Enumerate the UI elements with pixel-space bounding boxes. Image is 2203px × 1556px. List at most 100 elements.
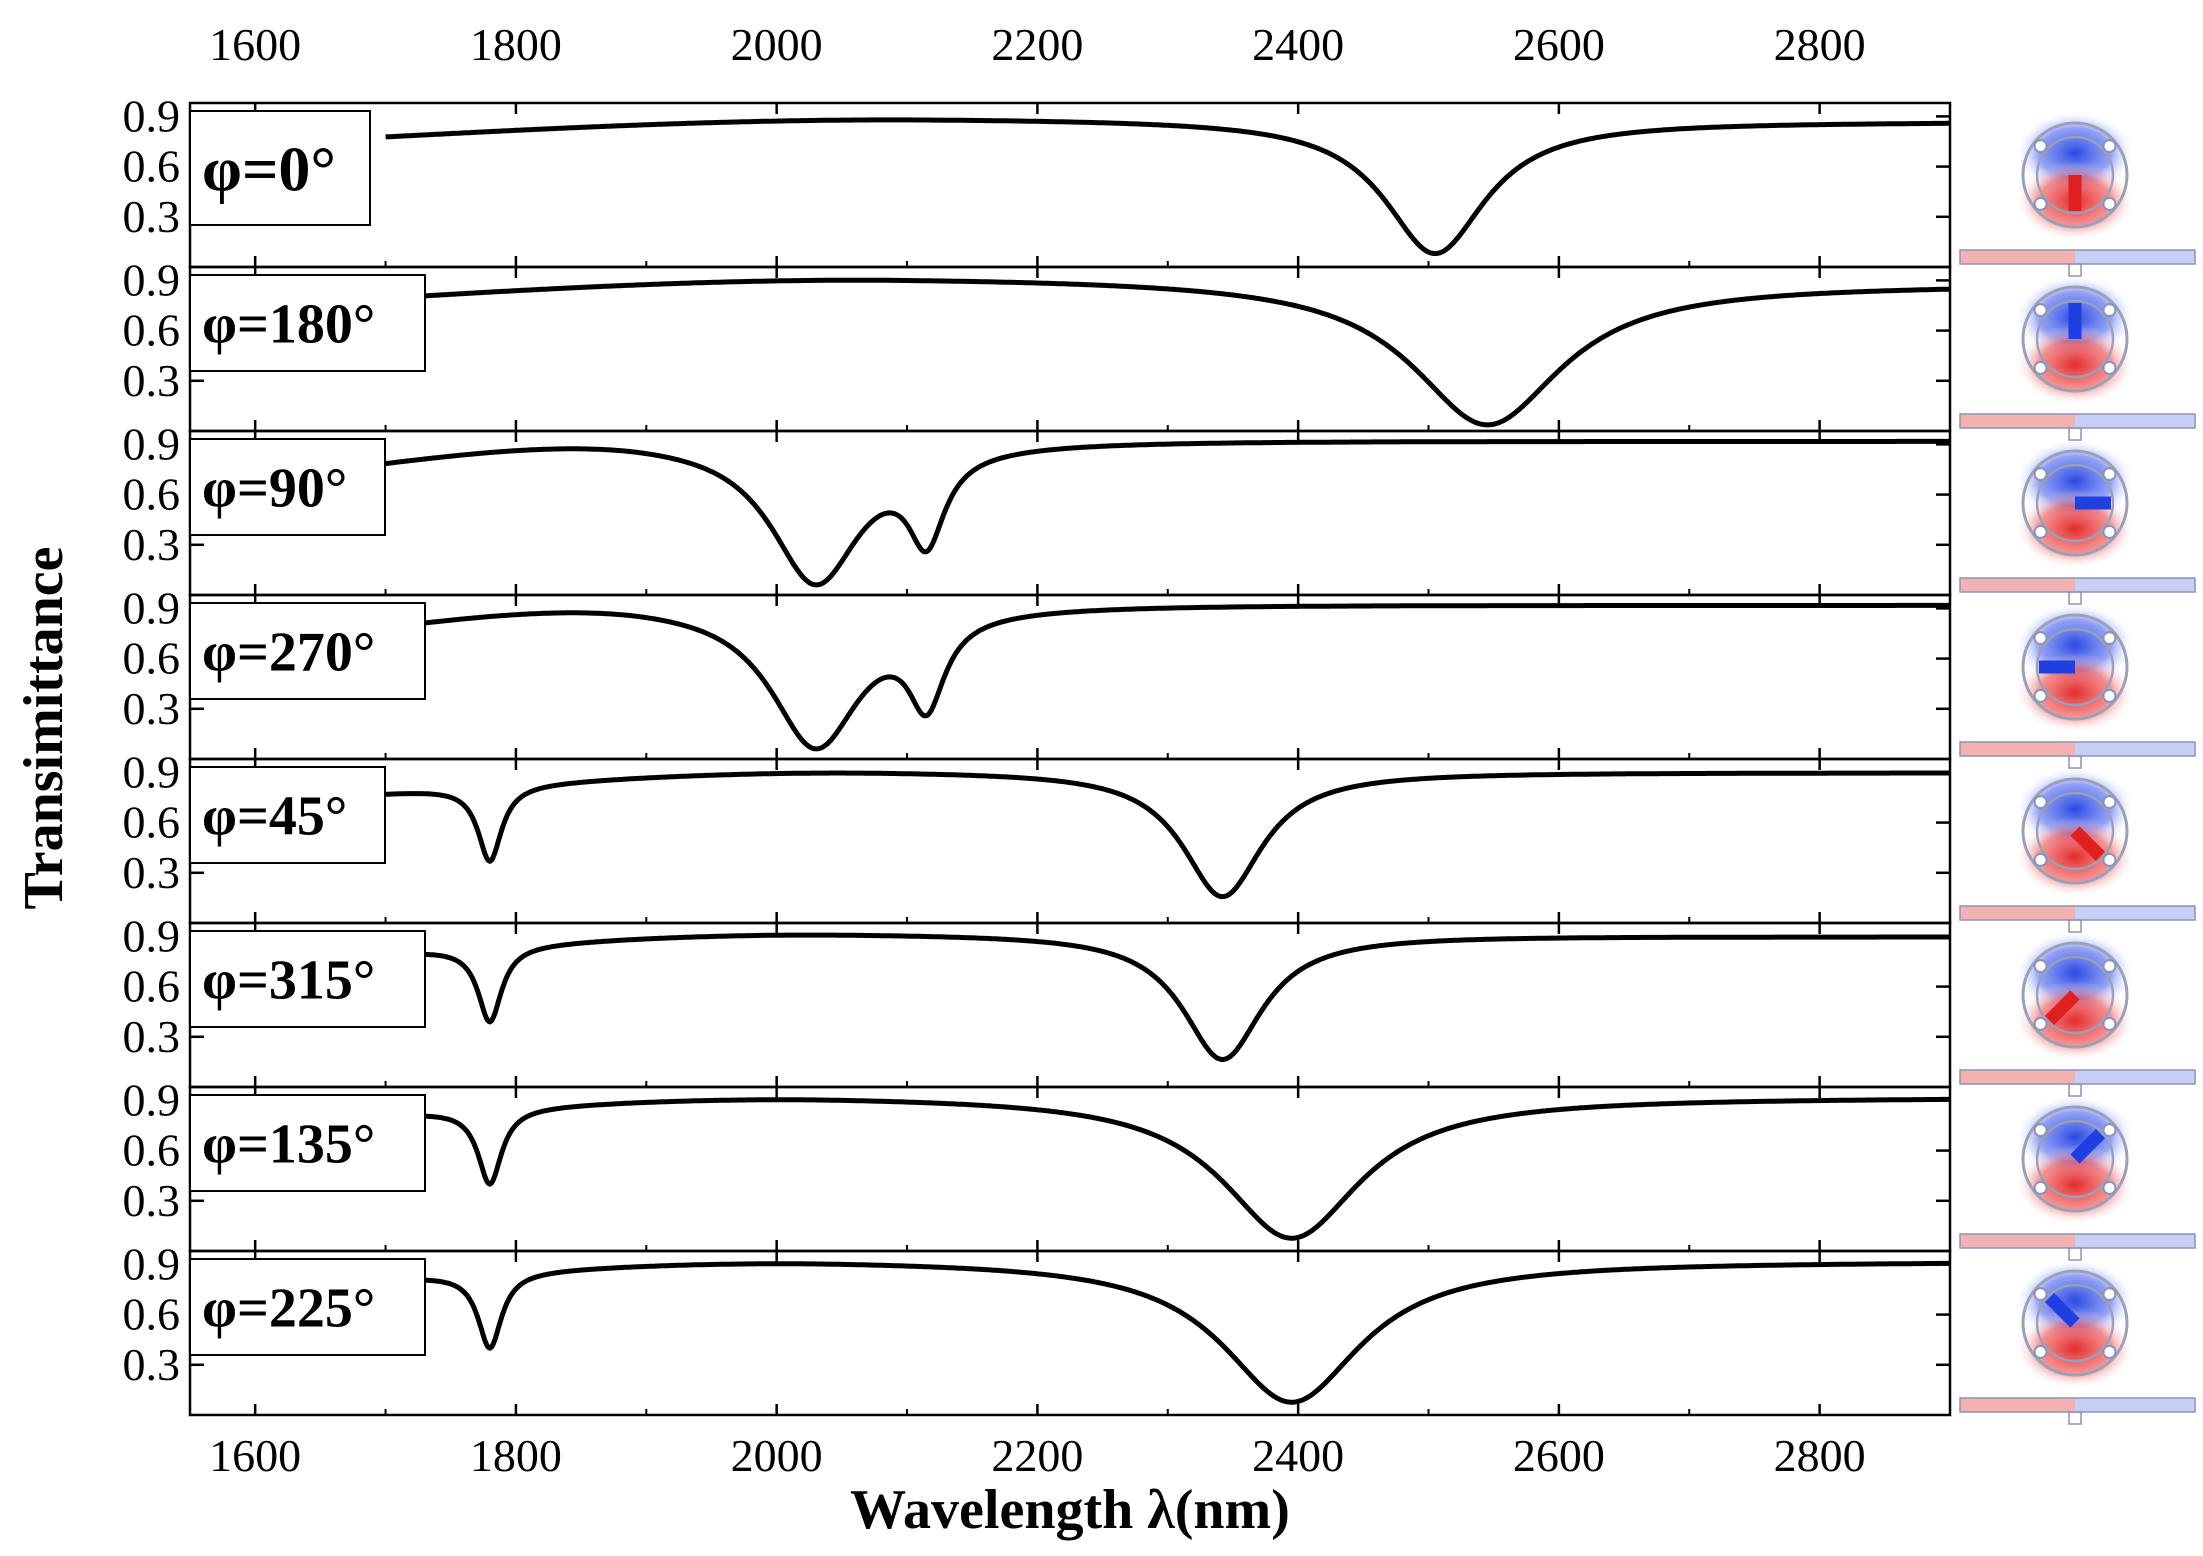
ring-node [2033,631,2048,646]
x-tick-label-bottom: 2800 [1774,1430,1866,1481]
y-tick-label: 0.9 [123,746,181,797]
plot-panels: 0.30.60.9φ=0°0.30.60.9φ=180°0.30.60.9φ=9… [123,90,1952,1417]
x-axis-top-ticks: 1600 1800 2000 2200 2400 2600 2800 [209,19,1865,70]
y-tick-label: 0.3 [123,1011,181,1062]
field-inset-8 [1959,1259,2196,1425]
radial-arm [2044,1292,2080,1328]
ring-node [2033,1287,2048,1302]
ring-outer [2021,613,2129,721]
y-tick-label: 0.9 [123,1074,181,1125]
x-tick-label-top: 2200 [991,19,1083,70]
field-negative [2015,1145,2135,1225]
phi-label: φ=180° [202,294,375,356]
radial-arm [2070,826,2106,862]
waveguide-left [1960,1070,2075,1084]
transmittance-curve [384,932,1951,1062]
ring-inner [2035,955,2115,1035]
x-tick-label-bottom: 2000 [731,1430,823,1481]
y-tick-label: 0.6 [123,1289,181,1340]
field-inset-6 [1959,931,2196,1097]
waveguide-right [2075,906,2195,920]
phi-label-box [189,1258,426,1356]
transmittance-curve [384,1260,1951,1405]
transmittance-curve [384,1096,1951,1241]
waveguide-right [2075,1234,2195,1248]
y-tick-label: 0.6 [123,305,181,356]
waveguide-right [2075,250,2195,264]
panel-7: 0.30.60.9 φ=135° [123,1074,1952,1253]
y-tick-label: 0.9 [123,910,181,961]
ring-node [2033,795,2048,810]
panel-8: 0.30.60.9 φ=225° [123,1238,1952,1417]
phi-label-box [189,602,426,700]
y-tick-label: 0.3 [123,1339,181,1390]
waveguide-left [1960,414,2075,428]
x-axis-title: Wavelength λ(nm) [850,1479,1290,1541]
ring-outer [2021,1105,2129,1213]
ring-node [2102,303,2117,318]
waveguide-right [2075,742,2195,756]
waveguide-stub [2068,1247,2082,1261]
ring-outer [2021,121,2129,229]
waveguide-left [1960,906,2075,920]
ring-node [2102,1287,2117,1302]
transmittance-curve [384,438,1951,588]
ring-node [2033,1123,2048,1138]
ring-inner [2035,463,2115,543]
transmittance-curve [384,117,1951,257]
field-inset-1 [1959,111,2196,277]
waveguide-right [2075,414,2195,428]
ring-node [2102,524,2117,539]
ring-outer [2021,285,2129,393]
x-tick-label-top: 2600 [1513,19,1605,70]
ring-node [2033,524,2048,539]
y-tick-label: 0.9 [123,582,181,633]
field-inset-4 [1959,603,2196,769]
ring-node [2033,959,2048,974]
field-map-insets [1959,111,2196,1425]
transmittance-curve [384,602,1951,752]
ring-node [2102,360,2117,375]
x-tick-label-bottom: 1800 [470,1430,562,1481]
phi-label-box [189,930,426,1028]
field-inset-5 [1959,767,2196,933]
ring-node [2033,360,2048,375]
phi-label: φ=135° [202,1114,375,1176]
ring-node [2102,139,2117,154]
ring-node [2102,959,2117,974]
waveguide-left [1960,1234,2075,1248]
ring-node [2102,1180,2117,1195]
ring-outer [2021,449,2129,557]
panel-5: 0.30.60.9 φ=45° [123,746,1952,925]
ring-node [2033,688,2048,703]
ring-node [2033,1016,2048,1031]
ring-node [2033,196,2048,211]
panel-frame [188,265,1952,433]
radial-arm [2044,990,2080,1026]
ring-outer [2021,1269,2129,1377]
phi-label: φ=270° [202,622,375,684]
ring-node [2033,303,2048,318]
ring-node [2102,196,2117,211]
y-tick-label: 0.9 [123,1238,181,1289]
waveguide-right [2075,1398,2195,1412]
y-tick-label: 0.6 [123,141,181,192]
ring-node [2102,631,2117,646]
ring-inner [2035,299,2115,379]
y-tick-label: 0.3 [123,519,181,570]
x-tick-label-bottom: 1600 [209,1430,301,1481]
phi-label-box [189,766,386,864]
ring-inner [2035,1119,2115,1199]
ring-node [2102,1016,2117,1031]
ring-outer [2021,941,2129,1049]
waveguide-stub [2068,1083,2082,1097]
waveguide-stub [2068,919,2082,933]
x-tick-label-top: 2800 [1774,19,1866,70]
phi-label-box [189,274,426,372]
panel-2: 0.30.60.9 φ=180° [123,254,1952,433]
ring-node [2102,1344,2117,1359]
panel-4: 0.30.60.9 φ=270° [123,582,1952,761]
waveguide-left [1960,1398,2075,1412]
y-tick-label: 0.6 [123,961,181,1012]
ring-node [2033,139,2048,154]
